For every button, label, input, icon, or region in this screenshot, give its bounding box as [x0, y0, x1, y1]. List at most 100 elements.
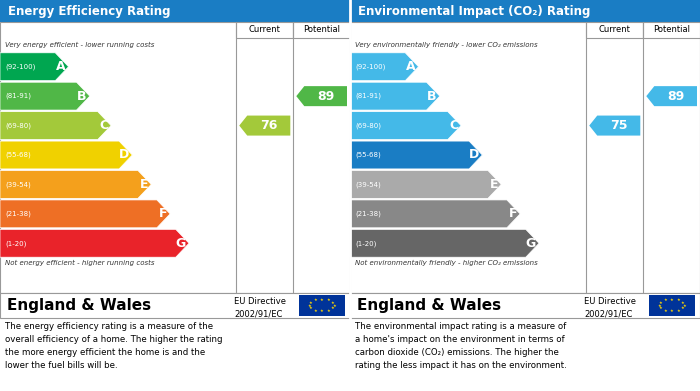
Polygon shape [350, 112, 461, 140]
Bar [350, 0, 700, 22]
Text: 89: 89 [667, 90, 685, 103]
Text: ★: ★ [670, 298, 674, 301]
Text: F: F [159, 207, 167, 221]
Bar [0, 293, 350, 318]
Text: D: D [119, 149, 130, 161]
Text: (55-68): (55-68) [355, 152, 381, 158]
Text: (21-38): (21-38) [5, 211, 31, 217]
Text: (81-91): (81-91) [355, 93, 381, 99]
Text: A: A [406, 60, 416, 73]
Text: ★: ★ [676, 308, 680, 312]
Text: ★: ★ [331, 301, 335, 305]
Text: G: G [176, 237, 186, 250]
Polygon shape [0, 53, 69, 81]
Text: Energy Efficiency Rating: Energy Efficiency Rating [8, 5, 171, 18]
Text: Potential: Potential [303, 25, 340, 34]
Text: ★: ★ [314, 298, 318, 302]
Text: 75: 75 [610, 119, 627, 132]
Polygon shape [350, 230, 539, 257]
Bar [0, 22, 350, 293]
Text: ★: ★ [681, 307, 685, 310]
Text: Environmental Impact (CO₂) Rating: Environmental Impact (CO₂) Rating [358, 5, 590, 18]
Bar [643, 22, 700, 38]
Bar [0, 0, 350, 22]
Polygon shape [350, 141, 482, 169]
Text: B: B [427, 90, 437, 103]
Text: ★: ★ [320, 309, 324, 313]
Text: ★: ★ [331, 307, 335, 310]
Text: (69-80): (69-80) [5, 122, 31, 129]
Text: F: F [509, 207, 517, 221]
Text: ★: ★ [309, 307, 313, 310]
Polygon shape [350, 200, 520, 228]
Bar [350, 293, 700, 318]
Text: ★: ★ [309, 301, 313, 305]
Text: Not environmentally friendly - higher CO₂ emissions: Not environmentally friendly - higher CO… [355, 260, 538, 266]
Polygon shape [0, 112, 111, 140]
Text: 76: 76 [260, 119, 277, 132]
Text: ★: ★ [657, 303, 661, 307]
Polygon shape [296, 86, 347, 106]
Text: ★: ★ [670, 309, 674, 313]
Polygon shape [0, 200, 170, 228]
Text: C: C [449, 119, 458, 132]
Polygon shape [0, 82, 90, 110]
Text: (1-20): (1-20) [5, 240, 27, 247]
Text: Potential: Potential [653, 25, 690, 34]
Text: (39-54): (39-54) [5, 181, 31, 188]
Text: Very energy efficient - lower running costs: Very energy efficient - lower running co… [5, 42, 155, 48]
Bar [587, 22, 643, 38]
Bar [300, 295, 344, 316]
Text: B: B [77, 90, 87, 103]
Text: ★: ★ [659, 301, 663, 305]
Text: E: E [490, 178, 498, 191]
Polygon shape [350, 82, 440, 110]
Polygon shape [0, 141, 132, 169]
Text: G: G [526, 237, 536, 250]
Text: Not energy efficient - higher running costs: Not energy efficient - higher running co… [5, 260, 155, 266]
Text: (69-80): (69-80) [355, 122, 381, 129]
Bar [350, 22, 700, 293]
Text: (92-100): (92-100) [5, 63, 36, 70]
Text: The energy efficiency rating is a measure of the
overall efficiency of a home. T: The energy efficiency rating is a measur… [5, 322, 223, 369]
Polygon shape [0, 230, 189, 257]
Text: A: A [56, 60, 66, 73]
Polygon shape [239, 116, 290, 136]
Text: ★: ★ [314, 308, 318, 312]
Polygon shape [350, 170, 501, 198]
Text: The environmental impact rating is a measure of
a home's impact on the environme: The environmental impact rating is a mea… [355, 322, 567, 369]
Bar [237, 22, 293, 38]
Text: ★: ★ [664, 308, 668, 312]
Text: England & Wales: England & Wales [7, 298, 151, 313]
Text: (55-68): (55-68) [5, 152, 31, 158]
Text: Current: Current [248, 25, 281, 34]
Polygon shape [646, 86, 697, 106]
Text: ★: ★ [307, 303, 311, 307]
Polygon shape [589, 116, 640, 136]
Bar [293, 22, 350, 38]
Text: (21-38): (21-38) [355, 211, 381, 217]
Text: E: E [140, 178, 148, 191]
Polygon shape [0, 170, 151, 198]
Text: 89: 89 [317, 90, 335, 103]
Text: ★: ★ [326, 298, 330, 302]
Text: ★: ★ [681, 301, 685, 305]
Text: (1-20): (1-20) [355, 240, 377, 247]
Text: ★: ★ [326, 308, 330, 312]
Text: England & Wales: England & Wales [357, 298, 501, 313]
Text: (39-54): (39-54) [355, 181, 381, 188]
Text: D: D [469, 149, 480, 161]
Text: Very environmentally friendly - lower CO₂ emissions: Very environmentally friendly - lower CO… [355, 42, 538, 48]
Polygon shape [350, 53, 419, 81]
Text: (92-100): (92-100) [355, 63, 386, 70]
Text: ★: ★ [664, 298, 668, 302]
Text: C: C [99, 119, 108, 132]
Text: EU Directive
2002/91/EC: EU Directive 2002/91/EC [584, 297, 636, 319]
Bar [650, 295, 694, 316]
Text: Current: Current [598, 25, 631, 34]
Text: ★: ★ [683, 303, 687, 307]
Text: (81-91): (81-91) [5, 93, 31, 99]
Text: EU Directive
2002/91/EC: EU Directive 2002/91/EC [234, 297, 286, 319]
Text: ★: ★ [333, 303, 337, 307]
Text: ★: ★ [320, 298, 324, 301]
